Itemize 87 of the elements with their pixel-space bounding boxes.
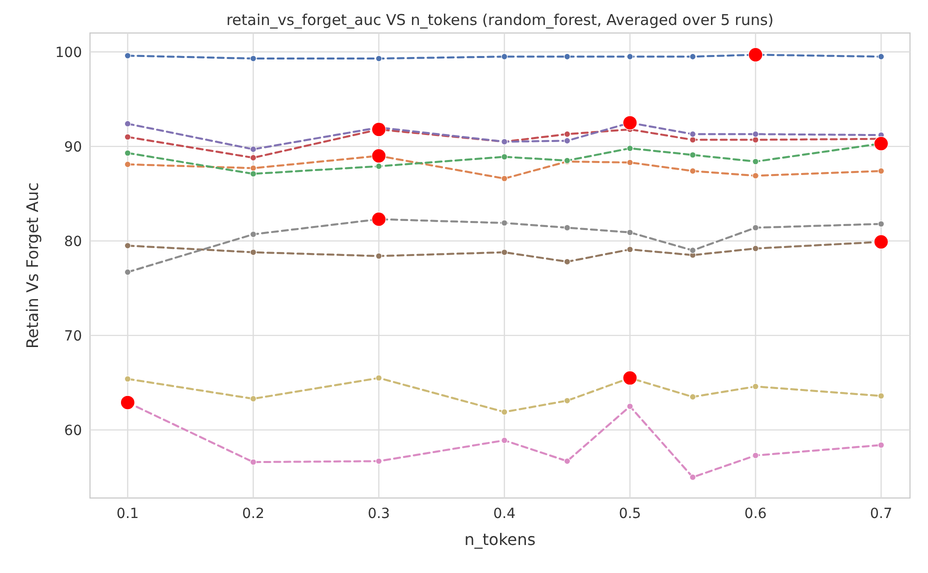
point xyxy=(878,220,884,228)
point xyxy=(689,130,696,138)
point xyxy=(501,248,508,256)
point xyxy=(564,130,570,138)
point xyxy=(748,47,763,62)
point xyxy=(250,458,257,466)
point xyxy=(626,145,634,152)
point xyxy=(376,374,382,382)
point xyxy=(689,394,696,400)
point xyxy=(124,150,131,156)
point xyxy=(689,152,696,158)
point xyxy=(564,137,570,144)
point xyxy=(501,220,508,226)
x-axis-title: n_tokens xyxy=(464,530,536,549)
point xyxy=(564,397,570,404)
y-tick-label: 90 xyxy=(64,139,82,156)
x-tick-label: 0.6 xyxy=(744,506,767,522)
point xyxy=(376,458,382,464)
x-tick-label: 0.7 xyxy=(870,506,892,522)
point xyxy=(689,53,696,60)
point xyxy=(752,224,759,231)
point xyxy=(689,168,696,174)
point xyxy=(564,258,570,266)
y-tick-label: 70 xyxy=(64,328,82,344)
point xyxy=(626,159,634,166)
point xyxy=(124,134,131,140)
point xyxy=(372,212,386,226)
point xyxy=(689,136,696,144)
x-tick-label: 0.4 xyxy=(493,506,516,522)
y-tick-label: 60 xyxy=(64,422,82,439)
point xyxy=(752,130,759,138)
point xyxy=(878,168,884,174)
point xyxy=(626,229,634,236)
point xyxy=(376,252,382,260)
point xyxy=(250,146,257,153)
point xyxy=(501,437,508,444)
point xyxy=(124,376,131,382)
y-tick-label: 80 xyxy=(64,234,82,250)
point xyxy=(120,395,135,410)
point xyxy=(564,224,570,231)
point xyxy=(250,154,257,162)
point xyxy=(752,452,759,459)
point xyxy=(250,170,257,178)
point xyxy=(250,395,257,402)
point xyxy=(124,268,131,276)
x-tick-label: 0.3 xyxy=(368,506,390,522)
x-tick-label: 0.2 xyxy=(242,506,264,522)
point xyxy=(501,175,508,182)
point xyxy=(250,164,257,172)
point xyxy=(626,246,634,253)
point xyxy=(250,55,257,62)
point xyxy=(501,154,508,160)
point xyxy=(626,403,634,410)
point xyxy=(376,55,382,62)
point xyxy=(752,158,759,165)
point xyxy=(689,474,696,481)
point xyxy=(874,136,888,151)
point xyxy=(564,458,570,464)
chart-title: retain_vs_forget_auc VS n_tokens (random_forest, Averaged over 5 runs) xyxy=(226,11,774,29)
point xyxy=(752,245,759,252)
point xyxy=(376,162,382,170)
point xyxy=(372,122,386,137)
point xyxy=(878,53,884,60)
point xyxy=(564,53,570,60)
point xyxy=(501,53,508,60)
point xyxy=(752,383,759,390)
point xyxy=(622,115,638,130)
point xyxy=(626,53,634,60)
point xyxy=(878,392,884,400)
point xyxy=(874,234,888,250)
x-tick-label: 0.1 xyxy=(116,506,139,522)
point xyxy=(124,52,131,59)
point xyxy=(752,172,759,180)
point xyxy=(250,248,257,256)
point xyxy=(124,242,131,249)
x-tick-label: 0.5 xyxy=(618,506,642,522)
point xyxy=(124,120,131,128)
point xyxy=(752,136,759,144)
point xyxy=(501,408,508,416)
point xyxy=(250,231,257,238)
point xyxy=(124,161,131,168)
point xyxy=(878,442,884,448)
point xyxy=(622,370,638,386)
y-axis-title: Retain Vs Forget Auc xyxy=(23,182,42,349)
y-tick-label: 100 xyxy=(55,44,82,61)
point xyxy=(372,148,386,164)
point xyxy=(689,247,696,254)
